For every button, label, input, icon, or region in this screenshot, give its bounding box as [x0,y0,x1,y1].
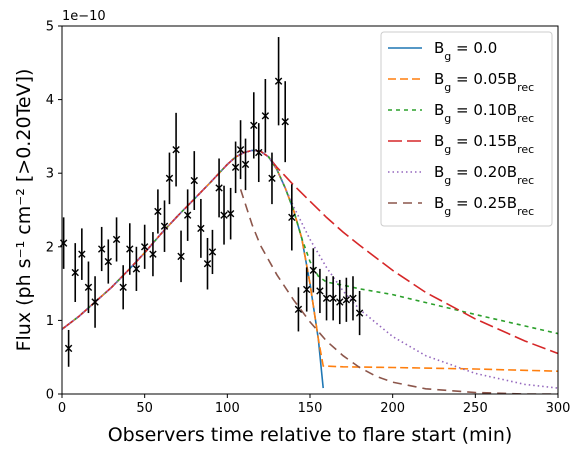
y-tick-label: 2 [46,240,54,255]
legend-label: Bg = 0.20Brec [434,163,534,187]
data-point [177,252,185,261]
data-point [336,298,344,306]
x-axis-title: Observers time relative to flare start (… [108,424,513,446]
data-point [302,285,311,294]
data-point [208,248,217,256]
data-point [91,298,99,306]
data-point [250,121,258,130]
y-scale-label: 1e−10 [62,9,106,24]
data-point [316,287,324,295]
observations-layer [59,37,364,367]
x-tick-label: 200 [380,401,405,416]
legend-label: Bg = 0.25Brec [434,194,534,218]
y-tick-label: 3 [46,167,54,182]
data-point [349,294,357,303]
data-point [172,145,180,154]
data-point [160,222,169,230]
data-point [190,176,198,185]
data-point [236,145,245,154]
data-point [281,117,289,126]
data-point [149,250,157,258]
data-point [220,211,228,219]
y-tick-label: 4 [46,93,54,108]
legend-label: Bg = 0.15Brec [434,132,534,156]
legend-label: Bg = 0.10Brec [434,101,534,125]
y-tick-label: 1 [46,314,54,329]
data-point [132,265,141,273]
data-point [183,211,192,219]
data-point [294,305,303,314]
data-point [84,283,93,291]
data-point [255,148,263,157]
data-point [268,174,276,183]
data-point [203,260,212,268]
x-tick-label: 250 [463,401,488,416]
x-tick-label: 300 [546,401,571,416]
data-point [112,235,121,244]
y-tick-label: 0 [46,388,54,403]
legend-label: Bg = 0.05Brec [434,70,534,94]
data-point [197,224,205,233]
x-tick-label: 100 [215,401,240,416]
data-point [126,245,134,253]
x-tick-label: 150 [298,401,323,416]
legend-box [380,31,553,227]
data-point [71,268,79,277]
data-point [355,309,364,317]
data-point [241,160,250,169]
data-point [119,283,127,291]
data-point [322,294,331,303]
x-tick-label: 50 [136,401,153,416]
data-point [231,163,240,172]
data-point [140,243,149,251]
data-point [329,294,337,303]
y-tick-label: 5 [46,20,54,35]
data-point [154,207,162,216]
series-line-5 [239,189,558,394]
data-point [215,184,223,192]
x-tick-label: 0 [58,401,66,416]
data-point [261,112,270,120]
data-point [78,250,86,258]
data-point [165,174,174,183]
data-point [288,213,296,222]
data-point [64,344,73,353]
data-point [309,266,318,275]
data-point [274,77,283,85]
ticks-layer: 0 50 100 150 200 250 300 0 1 2 3 4 5 [46,20,571,417]
data-point [226,209,235,218]
data-point [342,296,351,304]
y-axis-title: Flux (ph s⁻¹ cm⁻² [>0.20TeV]) [13,69,35,352]
data-point [97,245,106,253]
data-point [104,257,112,266]
